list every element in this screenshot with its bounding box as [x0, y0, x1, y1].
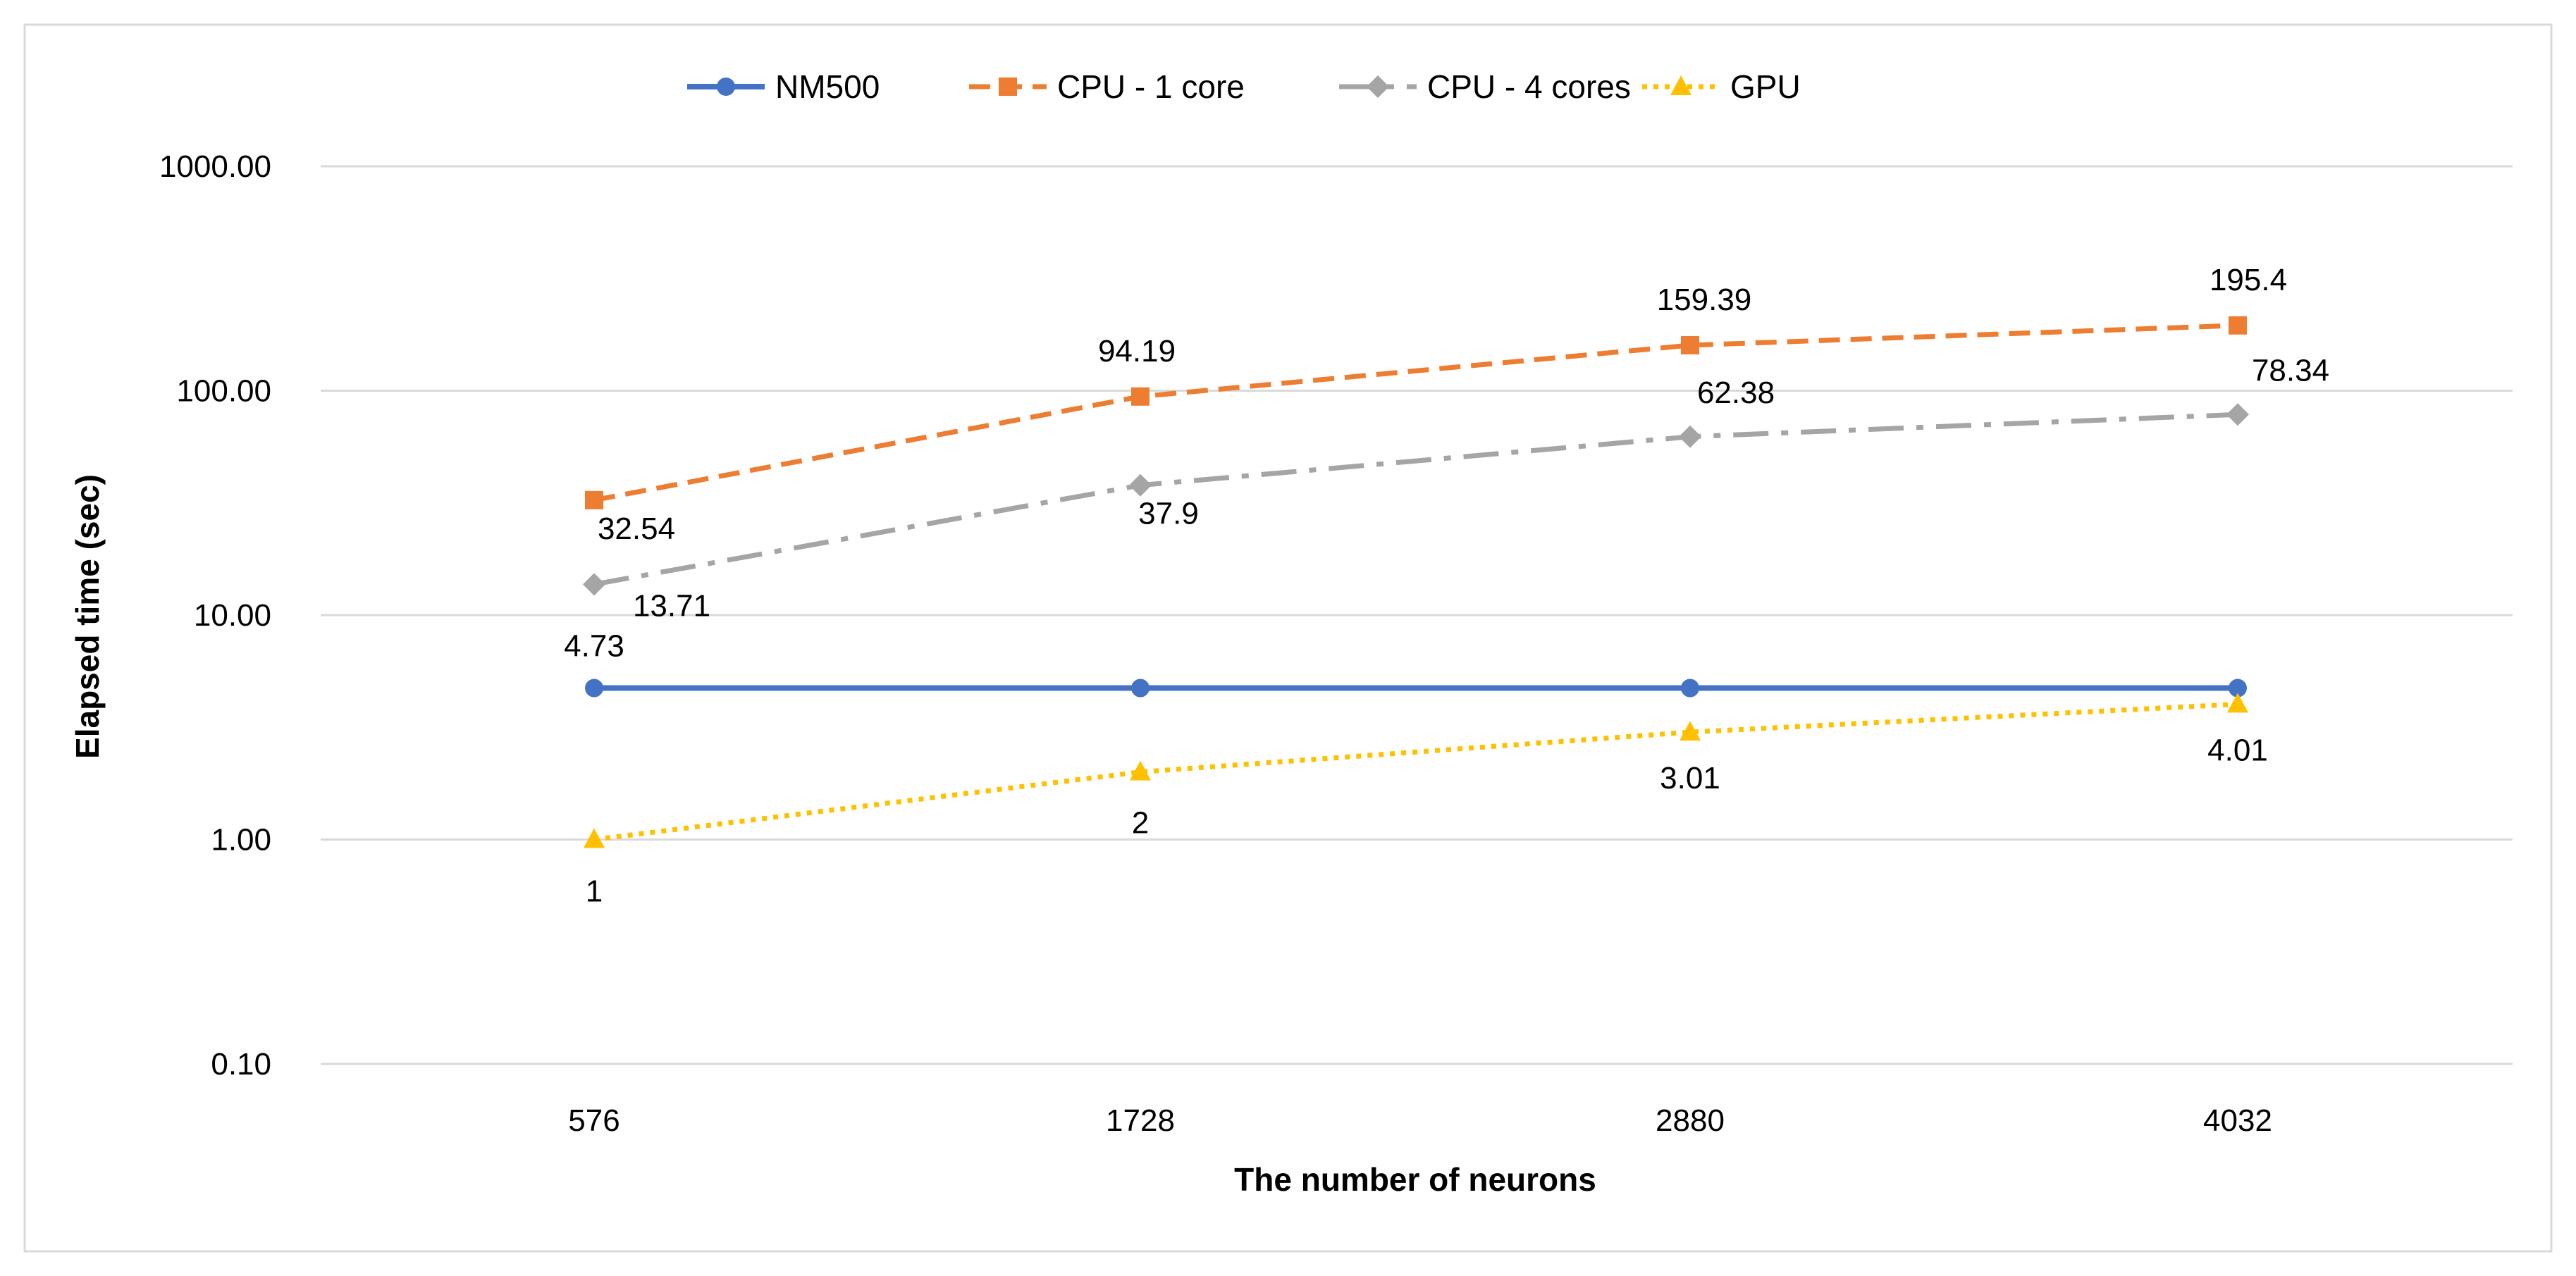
series-line [593, 323, 2238, 503]
chart-border [23, 23, 2553, 1253]
data-point-marker [1679, 425, 1701, 448]
x-tick-label: 2880 [1656, 1103, 1725, 1138]
data-point-marker [1681, 336, 1699, 355]
y-tick-label: 10.00 [194, 598, 271, 633]
data-point-marker [1131, 387, 1150, 406]
legend-marker [1367, 75, 1389, 98]
y-tick-label: 100.00 [176, 374, 271, 409]
legend-label: GPU [1730, 68, 1801, 105]
data-label: 13.71 [633, 588, 710, 623]
legend-marker [999, 78, 1017, 96]
data-point-marker [2227, 693, 2248, 713]
data-label: 3.01 [1660, 761, 1720, 795]
data-point-marker [585, 490, 603, 509]
data-label: 159.39 [1657, 283, 1752, 317]
y-tick-label: 1000.00 [159, 149, 271, 184]
data-label: 78.34 [2252, 353, 2329, 388]
data-point-marker [2229, 679, 2247, 698]
data-point-marker [2226, 403, 2249, 426]
data-point-marker [583, 573, 605, 596]
data-label: 62.38 [1697, 376, 1775, 410]
x-tick-label: 4032 [2203, 1103, 2272, 1138]
y-axis-title: Elapsed time (sec) [69, 474, 106, 759]
data-label: 1 [586, 874, 603, 909]
data-point-marker [1681, 679, 1699, 698]
data-label: 2 [1132, 806, 1149, 841]
data-label: 32.54 [598, 512, 675, 546]
data-point-marker [1131, 679, 1150, 698]
series-lines [593, 323, 2238, 842]
x-axis-ticks: 576 1728 2880 4032 [568, 1103, 2272, 1138]
data-point-marker [2229, 316, 2247, 335]
data-label: 4.01 [2207, 733, 2268, 767]
legend-label: CPU - 4 cores [1427, 68, 1631, 105]
data-labels: 4.73 32.54 94.19 159.39 195.4 13.71 37.9 62.38 7… [564, 263, 2329, 909]
x-axis-title: The number of neurons [1234, 1161, 1596, 1198]
data-point-marker [584, 828, 605, 848]
data-point-marker [1130, 760, 1151, 781]
gridlines [321, 165, 2513, 1065]
legend-label: NM500 [775, 68, 880, 105]
legend-marker [1670, 75, 1691, 95]
series-line [593, 701, 2238, 842]
data-point-marker [585, 679, 603, 698]
legend: NM500 CPU - 1 core CPU - 4 cores GPU [687, 68, 1801, 105]
series-markers [583, 316, 2249, 848]
x-tick-label: 1728 [1106, 1103, 1175, 1138]
data-point-marker [1129, 473, 1152, 497]
data-label: 37.9 [1138, 497, 1199, 531]
data-label: 4.73 [564, 629, 624, 664]
x-tick-label: 576 [568, 1103, 620, 1138]
series-line [593, 411, 2238, 587]
legend-label: CPU - 1 core [1057, 68, 1245, 105]
y-axis-ticks: 0.10 1.00 10.00 100.00 1000.00 [159, 149, 271, 1082]
data-label: 195.4 [2210, 263, 2287, 297]
data-label: 94.19 [1098, 334, 1176, 368]
y-tick-label: 1.00 [211, 823, 271, 857]
data-point-marker [1680, 721, 1701, 741]
legend-marker [717, 78, 735, 96]
y-tick-label: 0.10 [211, 1047, 271, 1082]
